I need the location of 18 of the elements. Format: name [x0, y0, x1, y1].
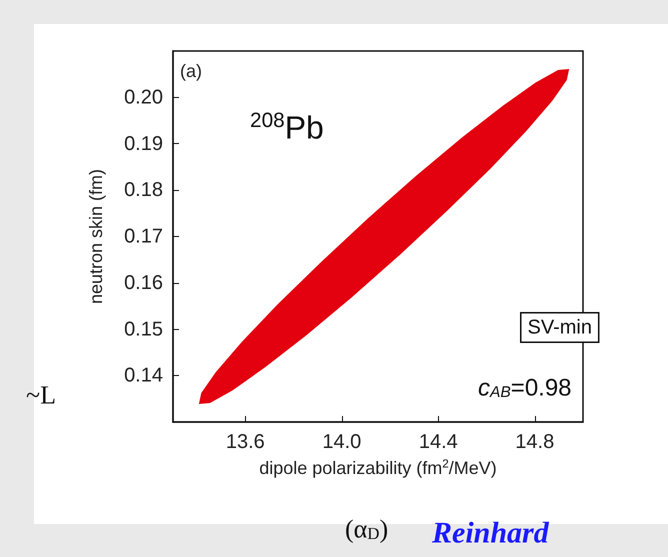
- y-tick-label: 0.16: [124, 272, 163, 294]
- y-tick-label: 0.18: [124, 179, 163, 202]
- x-tick-label: 14.4: [418, 431, 458, 453]
- x-tick-label: 14.8: [515, 431, 554, 453]
- annotation: (a): [180, 61, 202, 81]
- x-tick-label: 14.0: [322, 431, 362, 453]
- y-tick-label: 0.15: [124, 318, 163, 340]
- x-tick-label: 13.6: [226, 431, 265, 453]
- y-axis-title: neutron skin (fm): [86, 168, 106, 304]
- text: (αD): [345, 514, 388, 544]
- annotation: SV-min: [528, 316, 592, 338]
- y-tick-label: 0.14: [124, 364, 163, 387]
- y-tick-label: 0.17: [124, 226, 163, 248]
- y-tick-label: 0.19: [124, 132, 163, 155]
- annotation: cAB=0.98: [478, 374, 572, 402]
- text: Reinhard: [431, 516, 550, 550]
- text: ~L: [26, 380, 56, 410]
- y-tick-label: 0.20: [124, 86, 163, 108]
